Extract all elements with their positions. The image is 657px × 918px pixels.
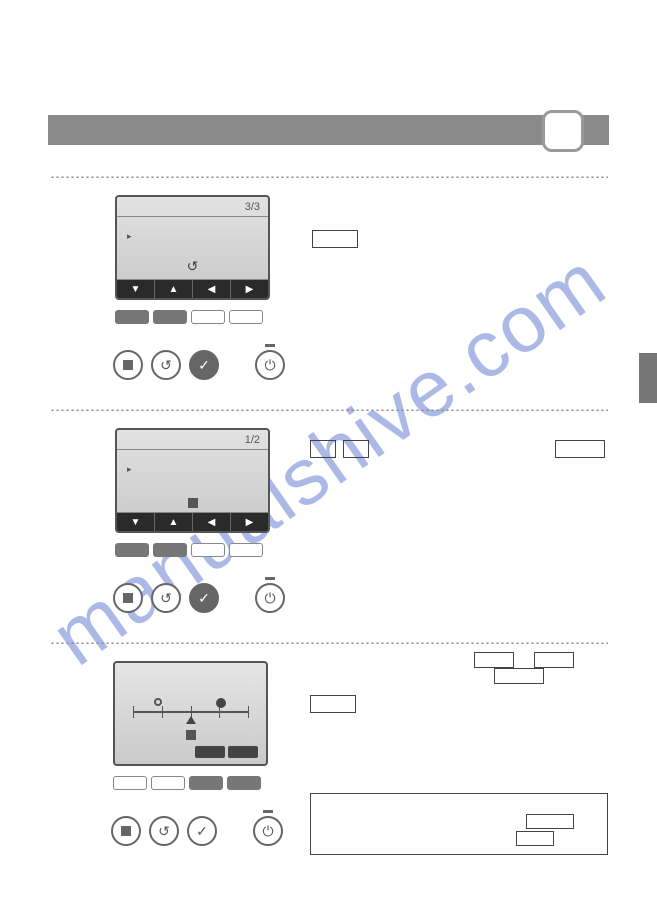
f4-button[interactable] (229, 543, 263, 557)
lcd-page-indicator: 1/2 (117, 430, 268, 450)
end-marker-icon (216, 698, 226, 708)
timeline-btn[interactable] (195, 746, 225, 758)
right-arrow-icon[interactable]: ▶ (231, 513, 268, 533)
f4-button[interactable] (229, 310, 263, 324)
reference-box (312, 230, 358, 248)
button-row-2 (115, 543, 263, 557)
menu-icon (188, 498, 198, 508)
f1-button[interactable] (115, 543, 149, 557)
f1-button[interactable] (115, 310, 149, 324)
f2-button[interactable] (153, 310, 187, 324)
timeline-track (133, 698, 248, 728)
f3-button[interactable] (191, 310, 225, 324)
power-button[interactable]: ⏻ (255, 583, 285, 613)
down-arrow-icon[interactable]: ▼ (117, 280, 155, 300)
reference-box (555, 440, 605, 458)
right-arrow-icon[interactable]: ▶ (231, 280, 268, 300)
reference-box (474, 652, 514, 668)
reference-box (526, 814, 574, 829)
button-row-3 (113, 776, 261, 790)
header-box (542, 110, 584, 152)
divider (50, 408, 608, 411)
reference-box (310, 440, 336, 458)
reference-box (343, 440, 369, 458)
check-button[interactable]: ✓ (187, 816, 217, 846)
back-button[interactable]: ↺ (149, 816, 179, 846)
menu-icon (186, 730, 196, 740)
power-button[interactable]: ⏻ (253, 816, 283, 846)
side-tab (639, 353, 657, 403)
circle-row-2: ↺ ✓ (113, 583, 219, 613)
timeline-tick (133, 706, 134, 718)
f2-button[interactable] (151, 776, 185, 790)
down-arrow-icon[interactable]: ▼ (117, 513, 155, 533)
back-button[interactable]: ↺ (151, 350, 181, 380)
reference-box (534, 652, 574, 668)
divider (50, 641, 608, 644)
lcd-screen-2: 1/2 ▸ ▼ ▲ ◀ ▶ (115, 428, 270, 533)
lcd-nav-row: ▼ ▲ ◀ ▶ (117, 512, 268, 533)
power-button[interactable]: ⏻ (255, 350, 285, 380)
timeline-screen (113, 661, 268, 766)
reference-box (494, 668, 544, 684)
caret-icon: ▸ (127, 231, 132, 242)
check-button[interactable]: ✓ (189, 583, 219, 613)
f3-button[interactable] (189, 776, 223, 790)
check-button[interactable]: ✓ (189, 350, 219, 380)
f3-button[interactable] (191, 543, 225, 557)
button-row-1 (115, 310, 263, 324)
power-button-group: ⏻ (255, 577, 285, 613)
reference-box (310, 695, 356, 713)
caret-icon: ▸ (127, 464, 132, 475)
power-button-group: ⏻ (253, 810, 283, 846)
menu-button[interactable] (113, 583, 143, 613)
lcd-nav-row: ▼ ▲ ◀ ▶ (117, 279, 268, 300)
lcd-page-indicator: 3/3 (117, 197, 268, 217)
menu-button[interactable] (113, 350, 143, 380)
divider (50, 175, 608, 178)
timeline-tick (162, 706, 163, 718)
back-icon: ↺ (187, 258, 199, 275)
circle-row-3: ↺ ✓ (111, 816, 217, 846)
lcd-screen-1: 3/3 ▸ ↺ ▼ ▲ ◀ ▶ (115, 195, 270, 300)
timeline-buttons (195, 746, 258, 758)
power-indicator (265, 344, 275, 347)
back-button[interactable]: ↺ (151, 583, 181, 613)
power-indicator (263, 810, 273, 813)
current-marker-icon (186, 716, 196, 724)
power-button-group: ⏻ (255, 344, 285, 380)
f1-button[interactable] (113, 776, 147, 790)
left-arrow-icon[interactable]: ◀ (193, 513, 231, 533)
f4-button[interactable] (227, 776, 261, 790)
reference-box (516, 831, 554, 846)
header-bar (48, 115, 609, 145)
timeline-tick (248, 706, 249, 718)
start-marker-icon (154, 698, 162, 706)
power-indicator (265, 577, 275, 580)
f2-button[interactable] (153, 543, 187, 557)
menu-button[interactable] (111, 816, 141, 846)
timeline-btn[interactable] (228, 746, 258, 758)
up-arrow-icon[interactable]: ▲ (155, 513, 193, 533)
circle-row-1: ↺ ✓ (113, 350, 219, 380)
left-arrow-icon[interactable]: ◀ (193, 280, 231, 300)
up-arrow-icon[interactable]: ▲ (155, 280, 193, 300)
